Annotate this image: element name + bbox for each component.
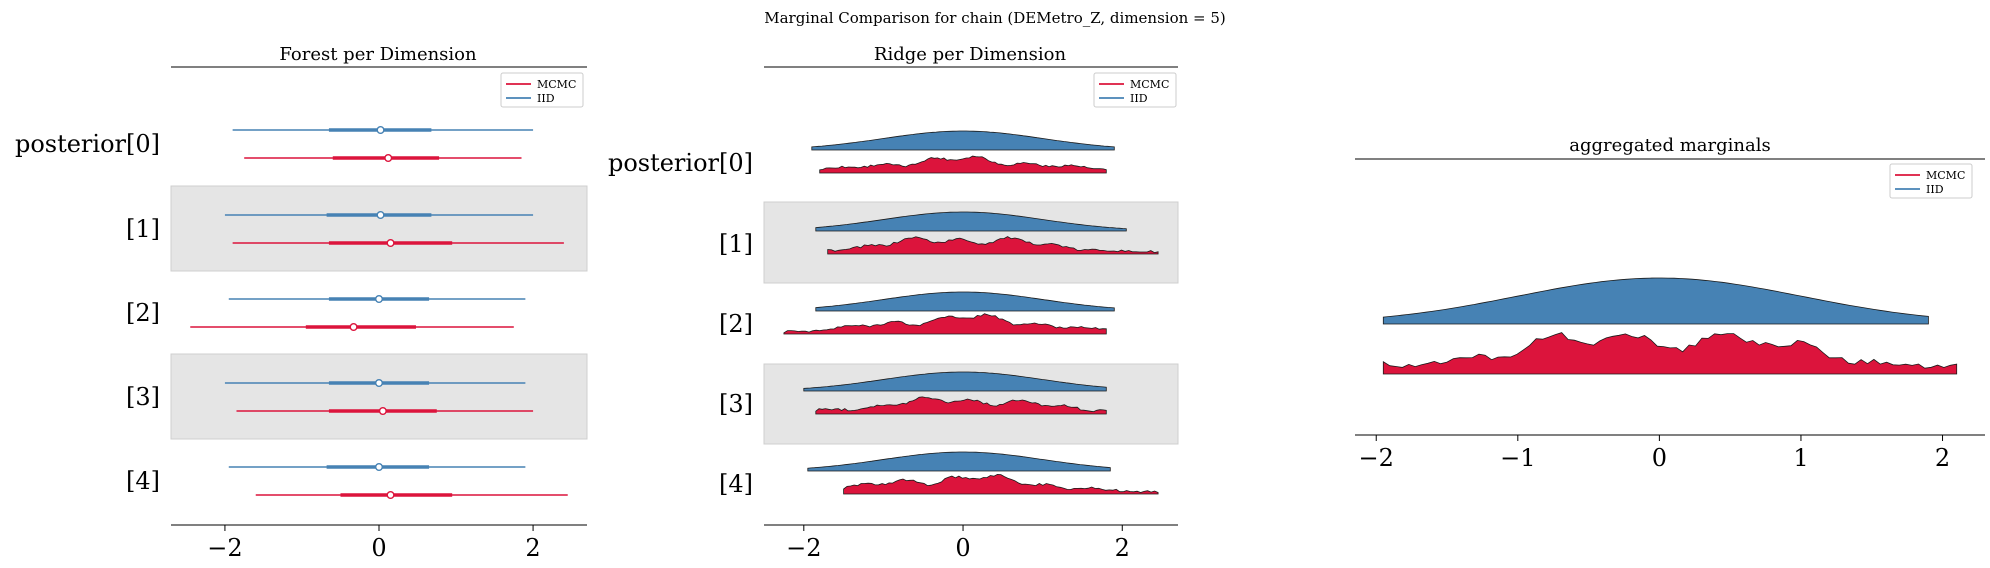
ridge-x-tick-label: 2	[1115, 534, 1130, 562]
aggregated-density-iid	[1382, 277, 1929, 325]
ridge-density-iid	[811, 130, 1115, 151]
forest-median-mcmc	[384, 153, 393, 162]
forest-row-band	[170, 185, 588, 272]
ridge-panel: Ridge per Dimension posterior[0] [1] [2] [3…	[608, 44, 1179, 562]
forest-median-iid	[375, 295, 384, 304]
ridge-density-iid	[803, 371, 1107, 392]
forest-row-label: [3]	[126, 383, 160, 411]
forest-legend-label-mcmc: MCMC	[537, 78, 576, 91]
forest-median-mcmc	[386, 238, 395, 247]
ridge-row-label: posterior[0]	[608, 149, 753, 177]
forest-row-band	[170, 353, 588, 440]
ridge-row-label: [3]	[719, 390, 753, 418]
forest-median-iid	[375, 463, 384, 472]
forest-panel: Forest per Dimension posterior[0] [1] [2] […	[15, 44, 588, 562]
forest-row-label: posterior[0]	[15, 130, 160, 158]
aggregated-legend-label-iid: IID	[1926, 183, 1944, 196]
forest-x-tick-label: 0	[371, 534, 386, 562]
figure-title: Marginal Comparison for chain (DEMetro_Z…	[764, 9, 1226, 27]
ridge-x-tick-label: 0	[955, 534, 970, 562]
forest-panel-title: Forest per Dimension	[279, 44, 477, 65]
ridge-row-label: [1]	[719, 230, 753, 258]
aggregated-x-tick-label: −2	[1359, 444, 1394, 472]
ridge-density-iid	[807, 451, 1111, 472]
aggregated-legend-label-mcmc: MCMC	[1926, 169, 1965, 182]
ridge-density-mcmc	[819, 155, 1107, 174]
forest-x-tick-label: 2	[525, 534, 540, 562]
forest-median-mcmc	[349, 323, 358, 332]
ridge-density-iid	[815, 291, 1115, 312]
forest-x-tick-label: −2	[207, 534, 242, 562]
forest-row-label: [4]	[126, 467, 160, 495]
aggregated-panel-title: aggregated marginals	[1569, 135, 1770, 156]
ridge-density-mcmc	[843, 473, 1159, 495]
ridge-density-mcmc	[827, 236, 1159, 255]
ridge-density-mcmc	[783, 313, 1107, 335]
forest-row-label: [1]	[126, 215, 160, 243]
aggregated-x-tick-label: −1	[1500, 444, 1535, 472]
aggregated-x-tick-label: 0	[1652, 444, 1667, 472]
forest-median-iid	[376, 125, 385, 134]
ridge-density-iid	[815, 211, 1127, 232]
forest-median-iid	[375, 379, 384, 388]
ridge-row-label: [2]	[719, 310, 753, 338]
aggregated-x-tick-label: 1	[1793, 444, 1808, 472]
forest-median-mcmc	[378, 407, 387, 416]
aggregated-density-mcmc	[1382, 332, 1958, 375]
ridge-legend-label-mcmc: MCMC	[1130, 78, 1169, 91]
forest-median-mcmc	[386, 491, 395, 500]
ridge-x-tick-label: −2	[786, 534, 821, 562]
forest-legend-label-iid: IID	[537, 92, 555, 105]
ridge-density-mcmc	[815, 396, 1107, 415]
ridge-panel-title: Ridge per Dimension	[874, 44, 1067, 65]
aggregated-x-tick-label: 2	[1935, 444, 1950, 472]
ridge-row-label: [4]	[719, 470, 753, 498]
forest-median-iid	[376, 210, 385, 219]
forest-row-label: [2]	[126, 299, 160, 327]
ridge-legend-label-iid: IID	[1130, 92, 1148, 105]
